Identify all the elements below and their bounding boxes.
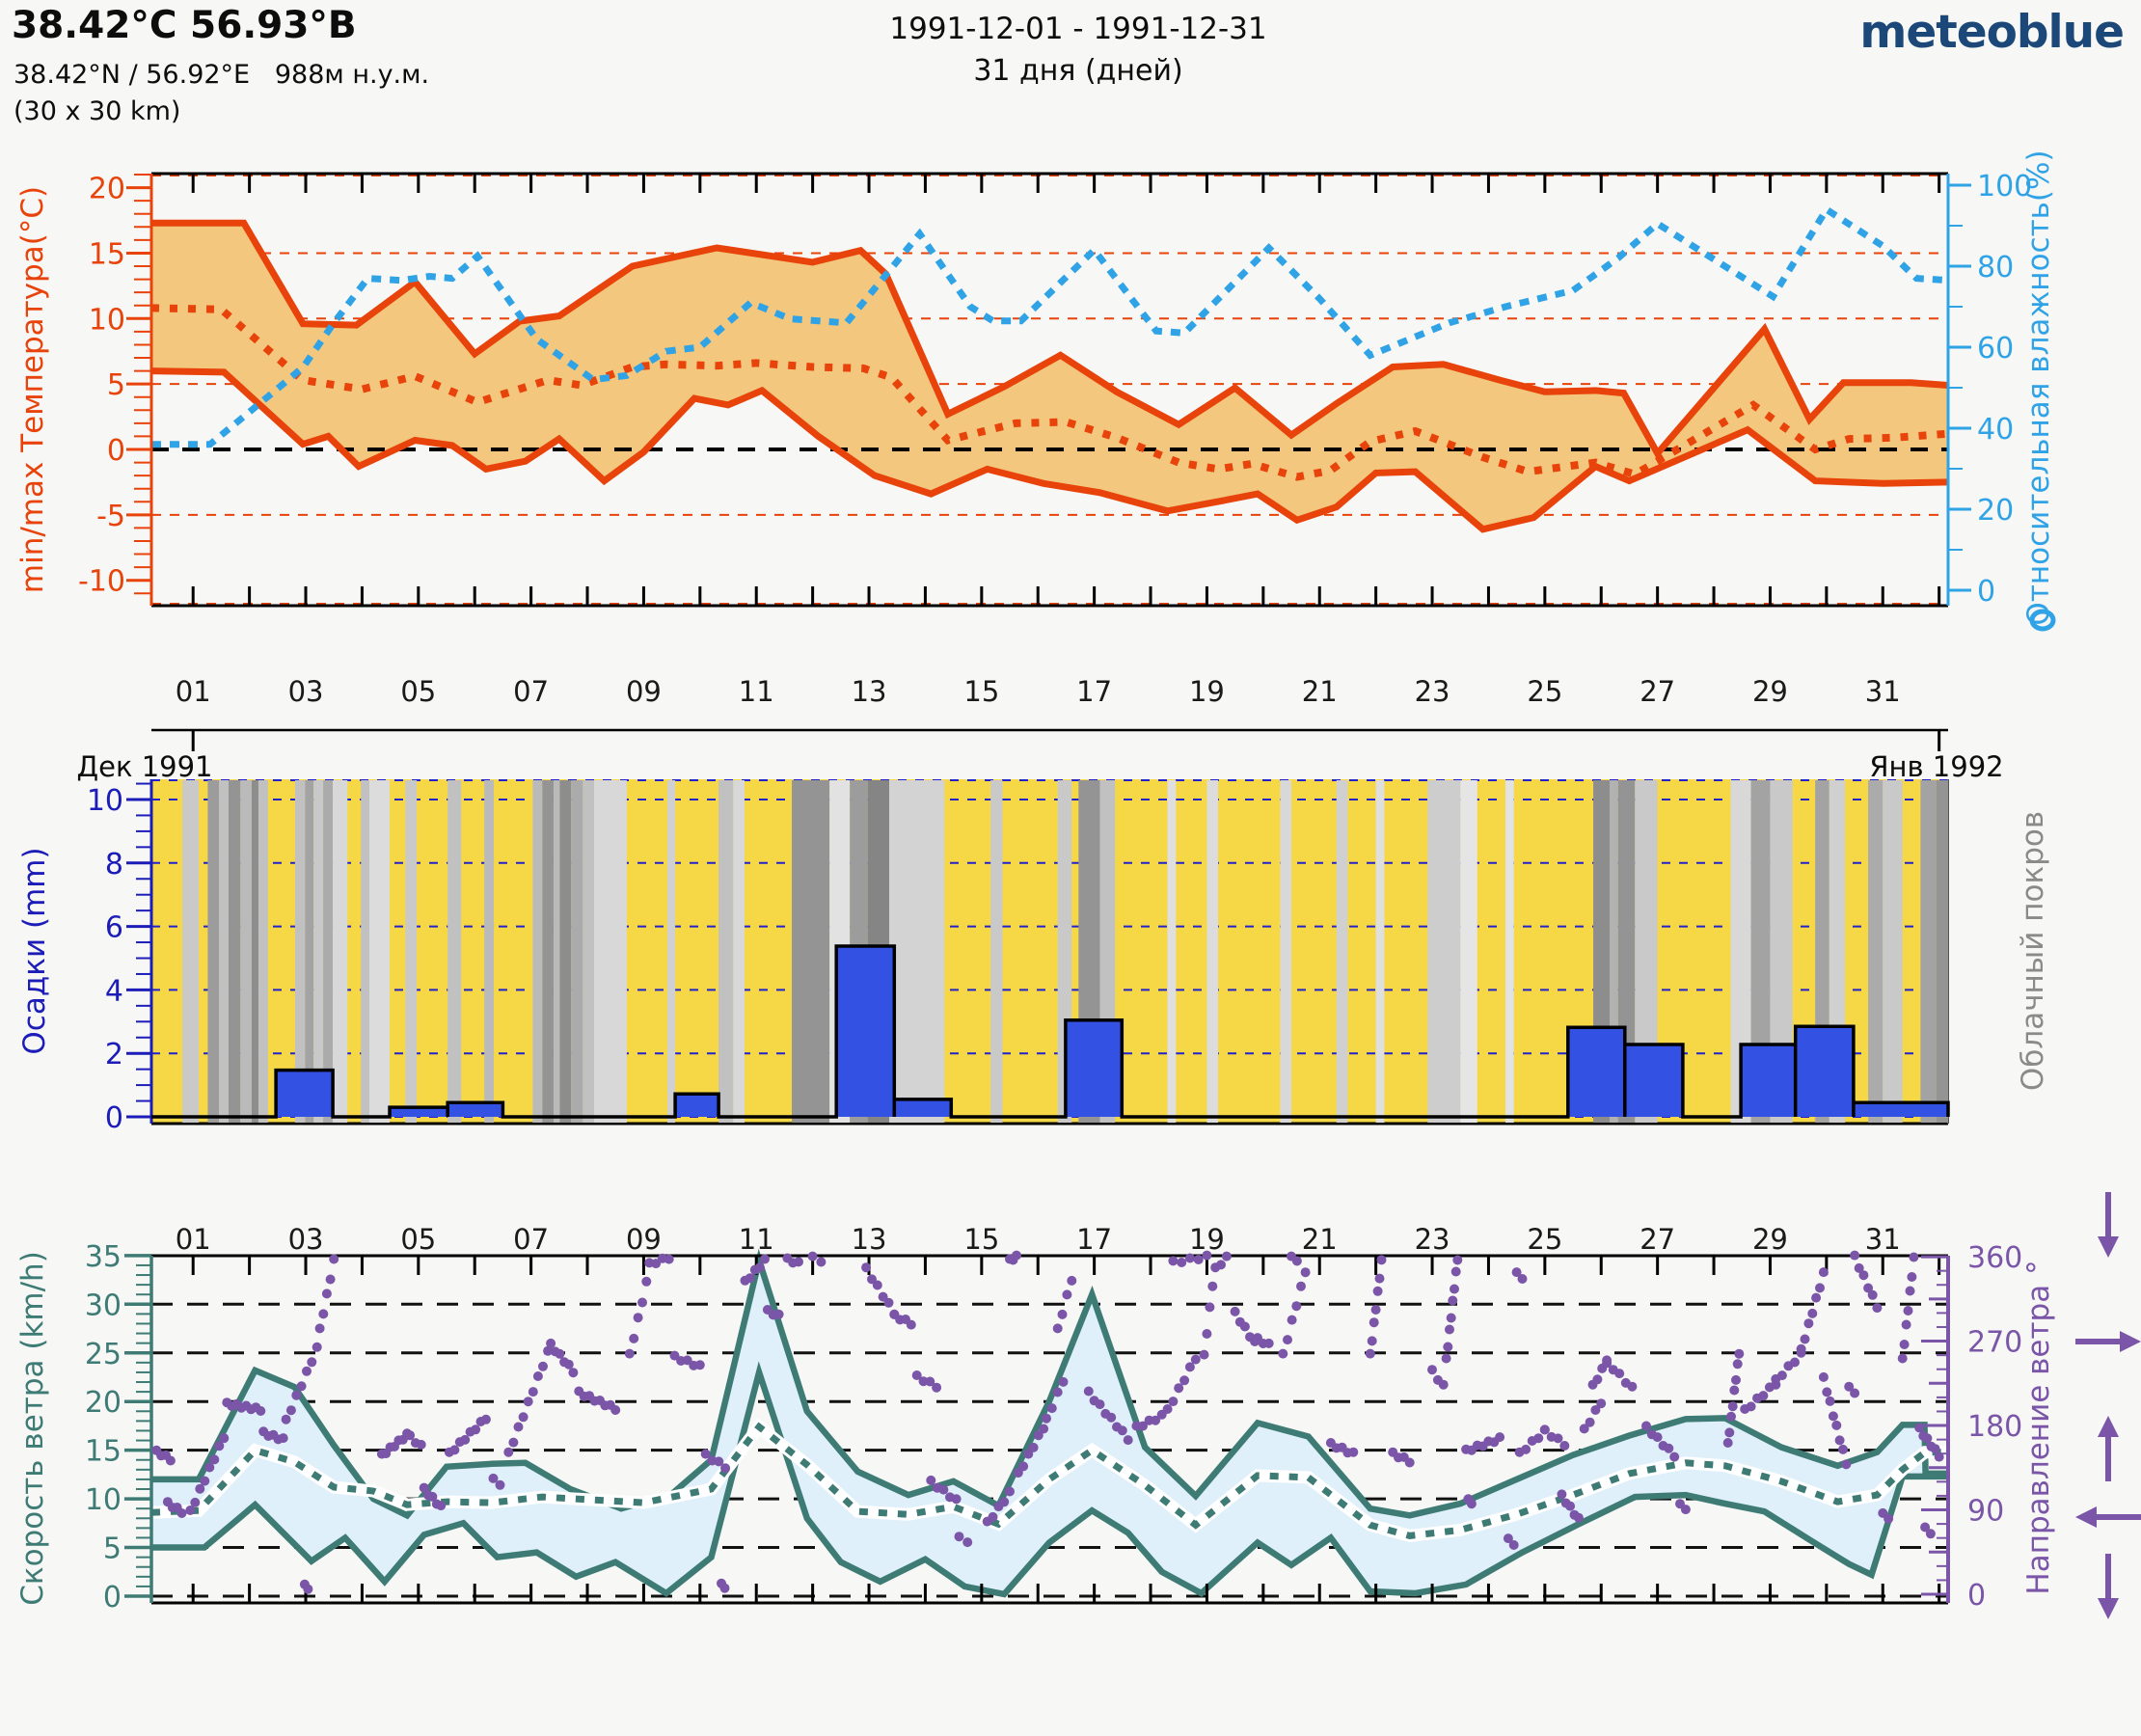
svg-text:0: 0 xyxy=(1967,1579,1986,1613)
svg-text:13: 13 xyxy=(852,1223,887,1256)
svg-text:20: 20 xyxy=(1977,494,2014,528)
days-count: 31 дня (дней) xyxy=(973,54,1183,88)
wind-min-line xyxy=(151,1361,1948,1598)
svg-text:07: 07 xyxy=(513,1223,549,1256)
svg-text:11: 11 xyxy=(739,675,774,708)
svg-text:40: 40 xyxy=(1977,413,2014,447)
svg-text:09: 09 xyxy=(626,1223,662,1256)
svg-text:Скорость ветра (km/h): Скорость ветра (km/h) xyxy=(15,1251,50,1606)
svg-text:60: 60 xyxy=(1977,332,2014,366)
svg-text:20: 20 xyxy=(89,173,125,206)
temperature-band xyxy=(151,223,1948,529)
svg-text:17: 17 xyxy=(1076,675,1112,708)
svg-text:0: 0 xyxy=(103,1581,122,1614)
svg-text:4: 4 xyxy=(105,974,123,1008)
meteoblue-logo: meteoblue xyxy=(1859,6,2125,59)
svg-text:11: 11 xyxy=(739,1223,774,1256)
temperature-chart: 20 15 10 5 0 -5 -10 100 80 60 40 20 0 min/max Темпера… xyxy=(15,149,2056,632)
svg-text:0: 0 xyxy=(105,1101,123,1135)
svg-text:15: 15 xyxy=(89,237,125,271)
svg-text:29: 29 xyxy=(1752,1223,1788,1256)
svg-text:25: 25 xyxy=(1527,1223,1562,1256)
svg-text:01: 01 xyxy=(176,675,211,708)
svg-text:0: 0 xyxy=(1977,575,1995,609)
svg-text:Направление ветра °: Направление ветра ° xyxy=(2021,1260,2056,1594)
svg-text:25: 25 xyxy=(1527,675,1562,708)
svg-text:8: 8 xyxy=(105,848,123,882)
location-title: 38.42°C 56.93°В xyxy=(12,4,357,47)
svg-text:19: 19 xyxy=(1189,675,1225,708)
svg-text:Янв 1992: Янв 1992 xyxy=(1869,750,2003,783)
svg-text:10: 10 xyxy=(85,1483,122,1517)
wind-band xyxy=(151,1260,1948,1594)
svg-text:5: 5 xyxy=(107,368,125,402)
svg-text:-10: -10 xyxy=(78,565,125,599)
svg-text:03: 03 xyxy=(288,675,324,708)
svg-text:23: 23 xyxy=(1415,675,1450,708)
svg-text:15: 15 xyxy=(963,1223,999,1256)
svg-text:13: 13 xyxy=(852,675,887,708)
svg-text:2: 2 xyxy=(105,1038,123,1071)
svg-text:5: 5 xyxy=(103,1533,122,1566)
temp-x-axis: 01 03 05 07 09 11 13 15 17 19 21 23 25 27 29 31 Дек 1991… xyxy=(76,675,2003,783)
svg-text:31: 31 xyxy=(1865,675,1901,708)
wind-mean-line xyxy=(150,1422,1948,1539)
svg-text:Осадки (mm): Осадки (mm) xyxy=(17,847,52,1054)
svg-text:17: 17 xyxy=(1076,1223,1112,1256)
wind-direction-arrows xyxy=(2075,1192,2141,1619)
svg-text:15: 15 xyxy=(963,675,999,708)
wind-x-axis: 01 03 05 07 09 11 13 15 17 19 21 23 25 27 29 31 xyxy=(176,1223,1901,1256)
wind-max-line xyxy=(151,1248,1948,1520)
svg-text:05: 05 xyxy=(400,1223,436,1256)
svg-text:27: 27 xyxy=(1640,675,1675,708)
svg-text:29: 29 xyxy=(1752,675,1788,708)
svg-text:07: 07 xyxy=(513,675,549,708)
wind-chart: 35 30 25 20 15 10 5 0 360 270 180 90 0 Скорость ветра… xyxy=(15,1240,2056,1614)
svg-text:21: 21 xyxy=(1302,675,1338,708)
svg-text:09: 09 xyxy=(626,675,662,708)
svg-text:05: 05 xyxy=(400,675,436,708)
svg-text:180: 180 xyxy=(1967,1410,2022,1444)
location-coordinates: 38.42°N / 56.92°E 988м н.у.м. xyxy=(14,60,430,90)
svg-text:25: 25 xyxy=(85,1338,122,1371)
svg-text:21: 21 xyxy=(1302,1223,1338,1256)
svg-text:80: 80 xyxy=(1977,251,2014,285)
humidity-line xyxy=(151,204,1949,448)
svg-text:10: 10 xyxy=(89,303,125,337)
t-mean-line xyxy=(150,304,1949,481)
svg-text:35: 35 xyxy=(85,1240,122,1274)
svg-text:270: 270 xyxy=(1967,1326,2022,1360)
svg-text:6: 6 xyxy=(105,911,123,945)
humidity-marker-circle xyxy=(2029,609,2056,632)
svg-text:27: 27 xyxy=(1640,1223,1675,1256)
precipitation-outline xyxy=(151,944,1950,1119)
wind-direction-dots xyxy=(151,1250,1944,1594)
precipitation-bars xyxy=(151,944,1950,1119)
svg-text:0: 0 xyxy=(107,434,125,468)
svg-text:19: 19 xyxy=(1189,1223,1225,1256)
svg-text:Дек 1991: Дек 1991 xyxy=(76,750,212,783)
svg-text:30: 30 xyxy=(85,1288,122,1322)
location-grid-size: (30 x 30 km) xyxy=(14,96,181,126)
t-min-line xyxy=(150,367,1949,533)
svg-text:23: 23 xyxy=(1415,1223,1450,1256)
svg-text:Облачный покров: Облачный покров xyxy=(2016,811,2050,1091)
svg-text:31: 31 xyxy=(1865,1223,1901,1256)
date-range: 1991-12-01 - 1991-12-31 xyxy=(889,12,1267,46)
svg-text:Относительная влажность(%): Относительная влажность(%) xyxy=(2021,149,2056,625)
svg-text:-5: -5 xyxy=(96,500,125,533)
svg-text:01: 01 xyxy=(176,1223,211,1256)
svg-text:03: 03 xyxy=(288,1223,324,1256)
svg-text:min/max Температура(°C): min/max Температура(°C) xyxy=(15,186,50,593)
svg-text:20: 20 xyxy=(85,1386,122,1420)
svg-text:100: 100 xyxy=(1977,170,2032,203)
t-max-line xyxy=(151,219,1949,460)
svg-text:15: 15 xyxy=(85,1435,122,1469)
svg-text:10: 10 xyxy=(87,784,123,818)
svg-text:360: 360 xyxy=(1967,1241,2022,1275)
svg-text:90: 90 xyxy=(1967,1495,2004,1529)
